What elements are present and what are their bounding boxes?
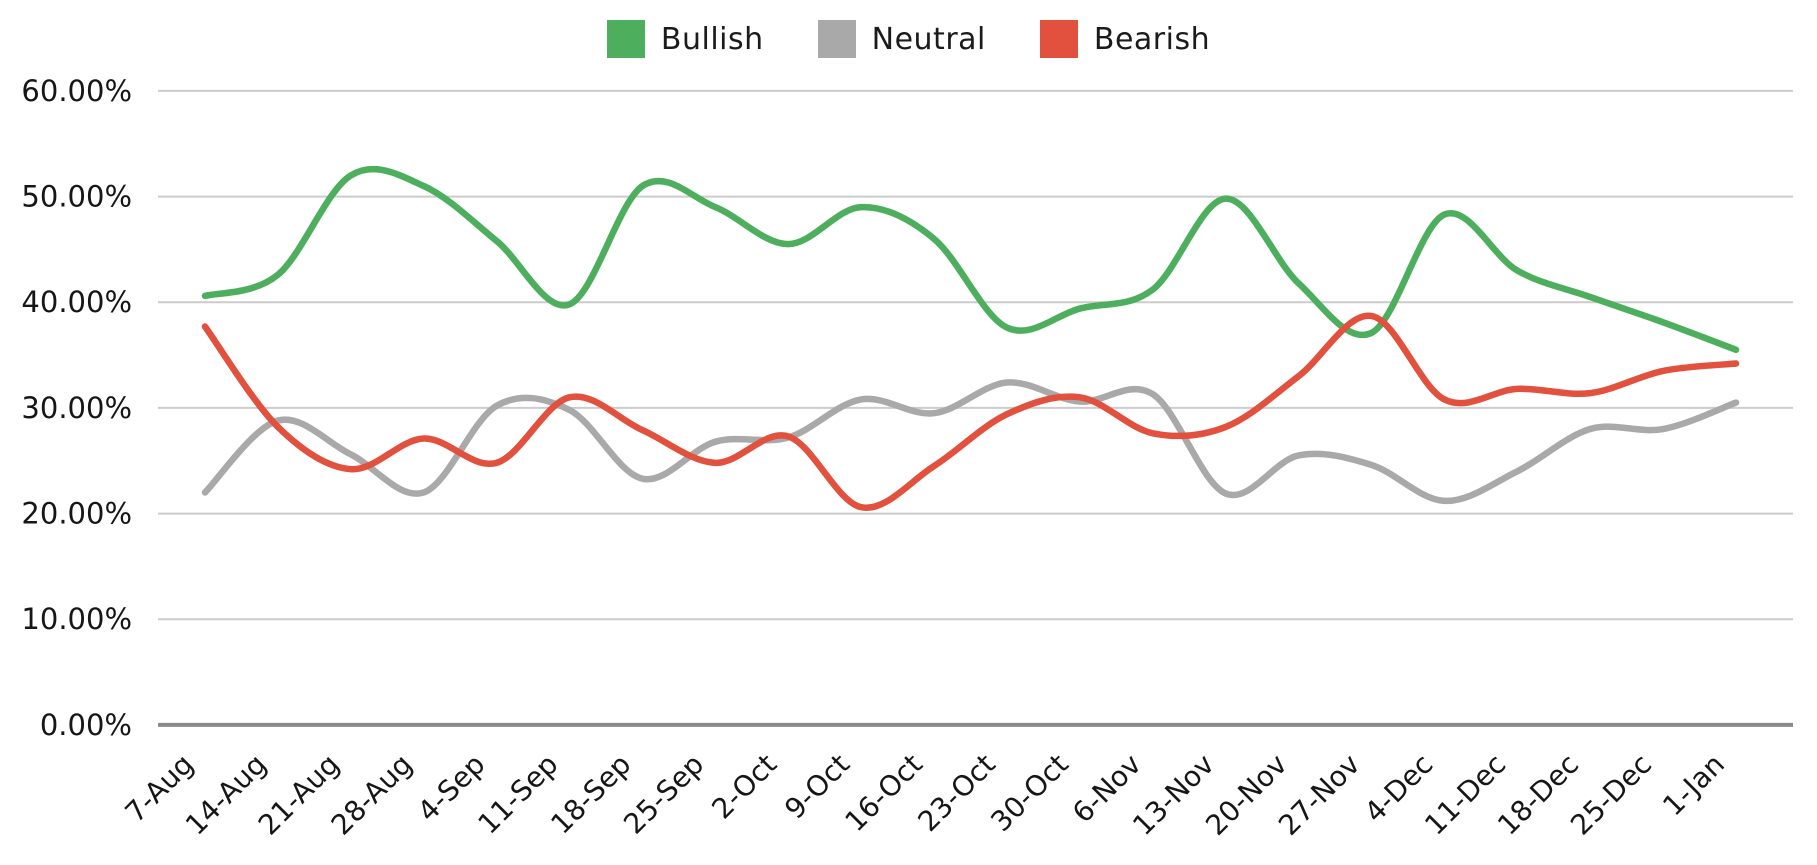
x-tick-label: 23-Oct (911, 748, 1001, 838)
y-tick-label: 50.00% (21, 180, 132, 214)
y-tick-label: 40.00% (21, 285, 132, 319)
bullish-swatch-icon (606, 20, 645, 58)
x-tick-label: 1-Jan (1656, 748, 1731, 823)
x-tick-label: 21-Aug (252, 748, 346, 842)
neutral-line (201, 379, 1740, 505)
x-tick-label: 28-Aug (325, 748, 419, 842)
y-tick-label: 20.00% (21, 497, 132, 531)
bearish-swatch-icon (1039, 20, 1078, 58)
y-tick-label: 60.00% (21, 74, 132, 108)
legend-label-bearish: Bearish (1093, 21, 1211, 57)
legend-label-bullish: Bullish (660, 21, 764, 57)
legend-item-bearish: Bearish (1039, 20, 1211, 58)
y-tick-label: 0.00% (40, 708, 132, 742)
legend-item-bullish: Bullish (606, 20, 764, 58)
legend-item-neutral: Neutral (817, 20, 986, 58)
x-tick-label: 2-Oct (705, 748, 783, 826)
x-tick-label: 18-Dec (1491, 748, 1585, 842)
y-tick-label: 10.00% (21, 602, 132, 636)
x-tick-label: 13-Nov (1126, 748, 1220, 842)
x-tick-label: 25-Dec (1564, 748, 1658, 842)
x-tick-label: 30-Oct (984, 748, 1074, 838)
legend-label-neutral: Neutral (871, 21, 986, 57)
neutral-swatch-icon (817, 20, 856, 58)
x-tick-label: 25-Sep (617, 748, 710, 841)
y-tick-label: 30.00% (21, 391, 132, 425)
x-tick-label: 11-Dec (1418, 748, 1512, 842)
x-tick-label: 11-Sep (471, 748, 564, 841)
chart-legend: Bullish Neutral Bearish (0, 20, 1817, 58)
x-tick-label: 14-Aug (179, 748, 273, 842)
x-tick-label: 27-Nov (1272, 748, 1366, 842)
x-tick-label: 18-Sep (544, 748, 637, 841)
bearish-line (201, 312, 1740, 511)
x-tick-label: 16-Oct (839, 748, 929, 838)
x-tick-label: 20-Nov (1199, 748, 1293, 842)
bullish-line (201, 165, 1740, 354)
